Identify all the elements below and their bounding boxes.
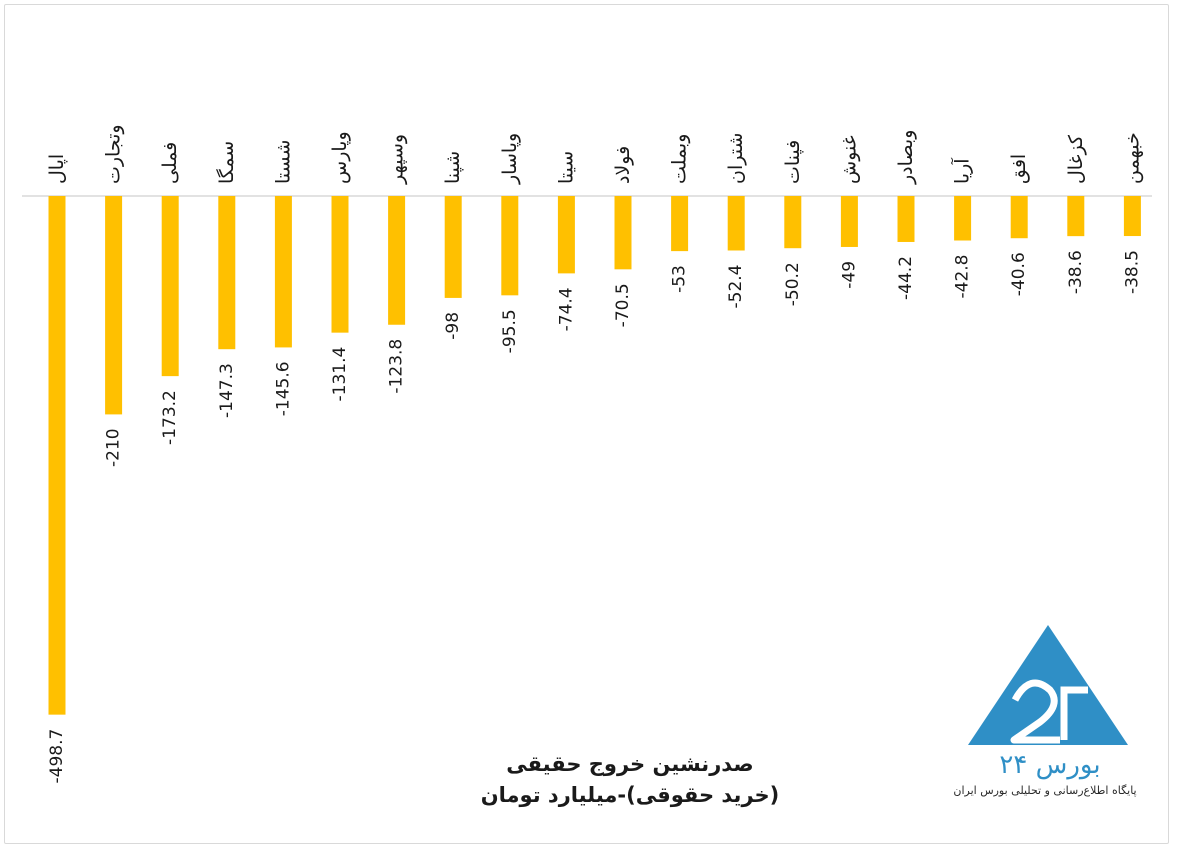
bar — [784, 196, 802, 249]
bar — [105, 196, 123, 415]
bar — [614, 196, 632, 270]
category-label: افق — [1008, 154, 1030, 184]
bar — [501, 196, 519, 296]
bar — [1010, 196, 1028, 239]
value-label: -52.4 — [726, 264, 746, 308]
category-label: شپنا — [442, 151, 464, 184]
category-label: وتجارت — [103, 124, 125, 184]
category-label: وپارس — [329, 131, 351, 184]
bar — [671, 196, 689, 252]
value-label: -145.6 — [273, 361, 293, 416]
bar — [48, 196, 66, 715]
bar — [444, 196, 462, 298]
bar — [274, 196, 292, 348]
bar — [161, 196, 179, 377]
value-label: -44.2 — [896, 256, 916, 300]
logo-triangle-icon — [968, 625, 1128, 745]
bar — [1123, 196, 1141, 237]
value-label: -70.5 — [613, 283, 633, 327]
bar — [1067, 196, 1085, 237]
value-label: -38.5 — [1122, 250, 1142, 294]
value-label: -50.2 — [783, 262, 803, 306]
category-label: خبهمن — [1121, 132, 1143, 184]
chart-frame — [4, 4, 1169, 844]
bar — [557, 196, 575, 274]
bar — [218, 196, 236, 350]
bar — [727, 196, 745, 251]
bar — [840, 196, 858, 247]
category-label: آریا — [950, 158, 974, 184]
value-label: -173.2 — [160, 390, 180, 445]
value-label: -123.8 — [387, 339, 407, 394]
category-label: فملی — [159, 142, 181, 184]
value-label: -131.4 — [330, 347, 350, 402]
value-label: -42.8 — [953, 255, 973, 299]
category-label: شستا — [272, 140, 294, 184]
value-label: -498.7 — [47, 729, 67, 784]
chart-title: صدرنشین خروج حقیقی — [506, 752, 754, 776]
category-label: وبصادر — [895, 130, 917, 185]
value-label: -53 — [670, 265, 690, 293]
bar — [388, 196, 406, 325]
category-label: وپاسار — [499, 133, 521, 185]
chart-subtitle: (خرید حقوقی)-میلیارد تومان — [480, 783, 780, 807]
bar — [897, 196, 915, 242]
value-label: -95.5 — [500, 309, 520, 353]
category-label: وسپهر — [386, 134, 408, 185]
value-label: -74.4 — [556, 287, 576, 331]
category-label: سیتا — [555, 151, 577, 184]
value-label: -49 — [839, 261, 859, 289]
value-label: -38.6 — [1066, 250, 1086, 294]
logo-brand-name: بورس ۲۴ — [999, 750, 1101, 780]
category-label: کزغال — [1065, 134, 1087, 184]
category-label: فپنات — [782, 140, 804, 184]
value-label: -98 — [443, 312, 463, 340]
value-label: -210 — [104, 428, 124, 467]
category-label: وبملت — [669, 134, 691, 184]
category-label: اپال — [46, 154, 68, 184]
category-label: سمگا — [215, 141, 238, 184]
bar — [331, 196, 349, 333]
category-label: شتران — [725, 133, 747, 184]
category-label: فولاد — [612, 146, 634, 184]
value-label: -147.3 — [217, 363, 237, 418]
bar — [954, 196, 972, 241]
category-label: غنوش — [838, 135, 860, 184]
value-label: -40.6 — [1009, 252, 1029, 296]
logo-tagline: پایگاه اطلاع‌رسانی و تحلیلی بورس ایران — [953, 784, 1137, 797]
